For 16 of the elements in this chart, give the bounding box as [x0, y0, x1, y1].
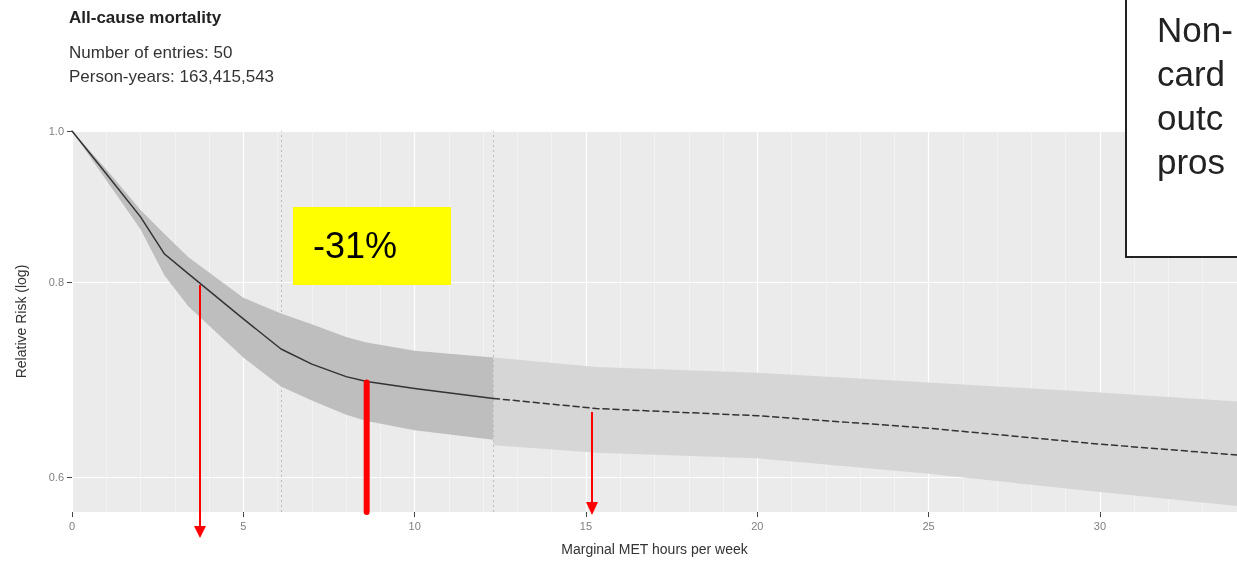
y-tick-label: 0.8 — [48, 276, 64, 289]
annotation: -31% — [293, 207, 451, 285]
x-tick-label: 5 — [240, 519, 247, 532]
x-tick-label: 0 — [68, 519, 76, 532]
chart-title: All-cause mortality — [69, 8, 222, 27]
x-tick-label: 10 — [408, 519, 421, 532]
x-tick-label: 20 — [751, 519, 764, 532]
x-tick-label: 15 — [579, 519, 593, 532]
note-box: Non- card outc pros — [1125, 0, 1237, 258]
y-axis-title: Relative Risk (log) — [13, 264, 29, 379]
y-tick-label: 0.6 — [48, 471, 64, 484]
x-tick-label: 25 — [922, 519, 935, 532]
x-tick-label: 30 — [1093, 519, 1107, 532]
x-axis-title: Marginal MET hours per week — [561, 541, 749, 557]
chart-subtitle: Number of entries: 50 Person-years: 163,415,543 — [69, 42, 275, 86]
y-tick-label: 1.0 — [48, 125, 64, 137]
